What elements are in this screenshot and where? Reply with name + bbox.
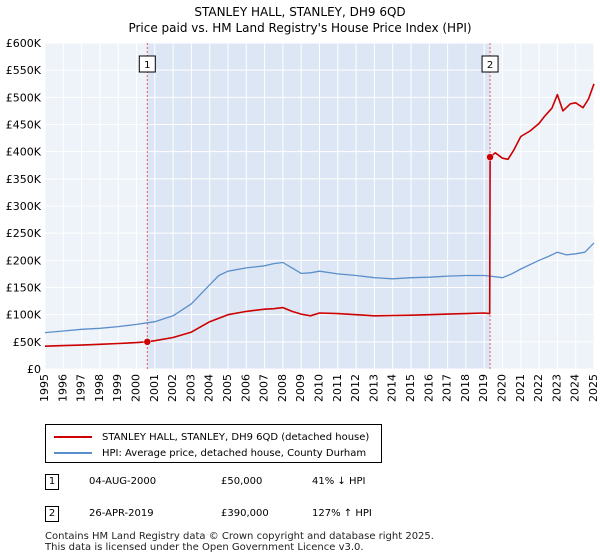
- footer: Contains HM Land Registry data © Crown c…: [45, 531, 434, 553]
- x-tick-label: 1998: [93, 374, 106, 402]
- y-tick-label: £550K: [6, 64, 42, 77]
- transaction-price: £390,000: [221, 508, 269, 519]
- transaction-date: 26-APR-2019: [89, 508, 154, 519]
- sale-annotation: 2: [481, 55, 499, 73]
- x-tick-label: 1997: [75, 374, 88, 402]
- sale-annotation-label: 2: [487, 60, 493, 71]
- x-tick-label: 2011: [331, 374, 344, 402]
- x-tick-label: 2012: [349, 374, 362, 402]
- x-tick-label: 2004: [203, 374, 216, 402]
- footer-copyright: Contains HM Land Registry data © Crown c…: [45, 531, 434, 542]
- transaction-hpi-change: 41% ↓ HPI: [312, 476, 366, 487]
- x-tick-label: 2013: [367, 374, 380, 402]
- y-tick-label: £100K: [6, 309, 42, 322]
- hpi-line: [44, 242, 595, 334]
- y-tick-label: £150K: [6, 282, 42, 295]
- x-tick-label: 2017: [441, 374, 454, 402]
- y-tick-label: £500K: [6, 91, 42, 104]
- property-price-line: [44, 83, 595, 347]
- y-tick-label: £50K: [13, 336, 42, 349]
- sale-point: [486, 153, 494, 161]
- y-tick-label: £350K: [6, 173, 42, 186]
- x-tick-label: 2003: [184, 374, 197, 402]
- x-tick-label: 2001: [148, 374, 161, 402]
- x-tick-label: 2009: [294, 374, 307, 402]
- transaction-number-badge: 1: [45, 474, 59, 490]
- y-tick-label: £400K: [6, 146, 42, 159]
- legend-item-hpi: HPI: Average price, detached house, Coun…: [54, 446, 366, 460]
- x-tick-label: 2019: [477, 374, 490, 402]
- sale-annotation-box: [481, 55, 499, 73]
- y-tick-label: £0: [27, 363, 41, 376]
- x-tick-label: 2022: [532, 374, 545, 402]
- x-tick-label: 2018: [459, 374, 472, 402]
- sale-annotation: 1: [138, 55, 156, 73]
- transaction-price: £50,000: [221, 476, 263, 487]
- x-tick-label: 2014: [386, 374, 399, 402]
- x-tick-label: 2021: [514, 374, 527, 402]
- price-chart: £0 £50K £100K £150K £200K £250K £300K £350K £400…: [6, 37, 600, 402]
- sale-point: [143, 338, 152, 346]
- y-tick-label: £250K: [6, 227, 42, 240]
- y-tick-label: £600K: [6, 37, 42, 50]
- x-tick-label: 2005: [221, 374, 234, 402]
- y-tick-label: £450K: [6, 119, 42, 132]
- x-tick-label: 2023: [550, 374, 563, 402]
- x-tick-label: 1995: [38, 374, 51, 402]
- legend-label-hpi: HPI: Average price, detached house, Coun…: [102, 447, 367, 459]
- legend-label-property: STANLEY HALL, STANLEY, DH9 6QD (detached…: [102, 431, 370, 443]
- transaction-date: 04-AUG-2000: [89, 476, 157, 487]
- x-tick-label: 2010: [313, 374, 326, 402]
- x-tick-label: 2015: [404, 374, 417, 402]
- transaction-number-badge: 2: [45, 506, 59, 522]
- x-tick-label: 2002: [166, 374, 179, 402]
- legend-swatch-hpi: [54, 452, 92, 454]
- legend: STANLEY HALL, STANLEY, DH9 6QD (detached…: [45, 424, 382, 463]
- legend-item-property: STANLEY HALL, STANLEY, DH9 6QD (detached…: [54, 430, 369, 444]
- chart-subtitle: Price paid vs. HM Land Registry's House …: [128, 21, 472, 35]
- x-tick-label: 2016: [422, 374, 435, 402]
- x-tick-label: 2008: [276, 374, 289, 402]
- x-tick-label: 2007: [258, 374, 271, 402]
- x-tick-label: 2006: [239, 374, 252, 402]
- legend-swatch-property: [54, 436, 92, 438]
- chart-title: STANLEY HALL, STANLEY, DH9 6QD: [194, 5, 406, 19]
- footer-licence: This data is licensed under the Open Gov…: [45, 542, 364, 553]
- y-tick-label: £300K: [6, 200, 42, 213]
- transaction-hpi-change: 127% ↑ HPI: [312, 508, 372, 519]
- y-tick-label: £200K: [6, 254, 42, 267]
- x-tick-label: 2024: [569, 374, 582, 402]
- x-tick-label: 1996: [56, 374, 69, 402]
- x-tick-label: 2000: [130, 374, 143, 402]
- x-tick-label: 2025: [587, 374, 600, 402]
- x-tick-label: 1999: [111, 374, 124, 402]
- x-tick-label: 2020: [496, 374, 509, 402]
- sale-annotation-label: 1: [144, 60, 150, 71]
- sale-annotation-box: [138, 55, 156, 73]
